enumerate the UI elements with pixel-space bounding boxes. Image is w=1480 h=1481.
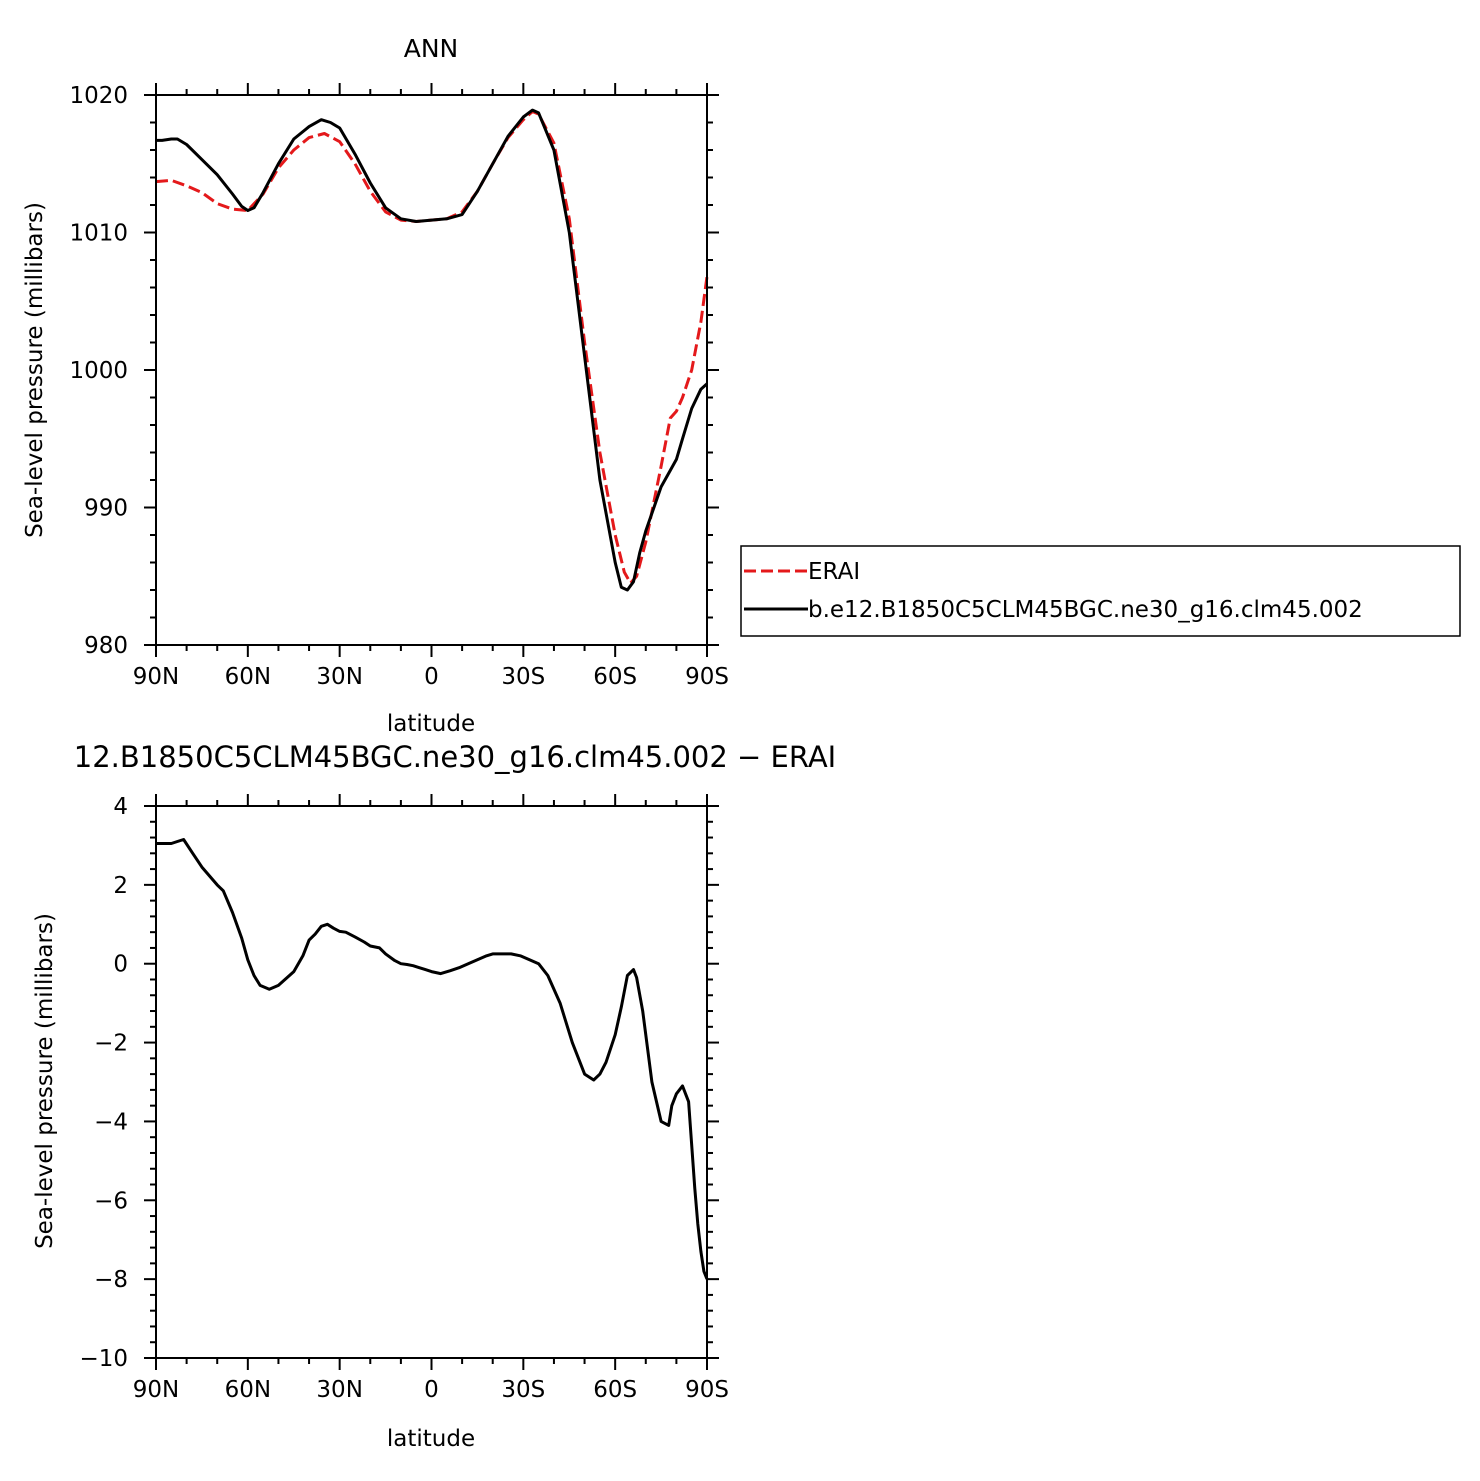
top-series [155,108,709,592]
bottom-x-tick-label: 60N [225,1377,271,1403]
top-x-axis-label: latitude [387,711,475,737]
bottom-series-line-0 [156,838,709,1280]
panel-bottom: 12.B1850C5CLM45BGC.ne30_g16.clm45.002 − … [32,740,836,1452]
top-ticks: 90N 60N 30N 0 30S 60S 90S 980 990 1000 1010 1020 [69,83,729,690]
bottom-x-tick-label: 90N [133,1377,179,1403]
top-x-tick-label: 30S [501,664,545,690]
bottom-ticks: 90N 60N 30N 0 30S 60S 90S −10 −8 −6 −4 −2 0 2 4 [79,794,729,1403]
top-y-tick-label: 1000 [69,358,128,384]
bottom-x-tick-label: 30S [501,1377,545,1403]
top-x-tick-label: 90N [133,664,179,690]
top-y-tick-label: 990 [84,496,128,522]
top-x-tick-label: 90S [685,664,729,690]
legend-label-erai: ERAI [808,559,860,585]
bottom-chart-title: 12.B1850C5CLM45BGC.ne30_g16.clm45.002 − … [74,740,836,774]
top-chart-title: ANN [404,34,459,63]
bottom-plot-frame [155,805,708,1359]
bottom-y-axis-label: Sea-level pressure (millibars) [32,913,58,1249]
legend: ERAI b.e12.B1850C5CLM45BGC.ne30_g16.clm4… [740,545,1461,637]
bottom-y-tick-label: −2 [94,1031,128,1057]
bottom-x-tick-label: 30N [316,1377,362,1403]
top-x-tick-label: 30N [316,664,362,690]
top-y-tick-label: 1010 [69,221,128,247]
top-y-tick-label: 980 [84,633,128,659]
bottom-y-tick-label: −10 [79,1346,128,1372]
bottom-y-tick-label: −4 [94,1109,128,1135]
bottom-y-tick-label: −8 [94,1267,128,1293]
bottom-x-tick-label: 0 [424,1377,439,1403]
top-series-line-1 [156,108,708,592]
bottom-x-axis-label: latitude [387,1426,475,1452]
bottom-y-tick-label: 2 [113,873,128,899]
bottom-series [156,838,709,1280]
bottom-x-tick-label: 90S [685,1377,729,1403]
bottom-y-tick-label: −6 [94,1188,128,1214]
top-series-line-0 [155,110,709,585]
top-x-tick-label: 60S [593,664,637,690]
bottom-y-tick-label: 0 [113,952,128,978]
top-plot-frame [155,94,708,646]
legend-label-model: b.e12.B1850C5CLM45BGC.ne30_g16.clm45.002 [808,597,1363,623]
panel-top: ANN Sea-level pressure (millibars) latit… [22,34,729,737]
bottom-y-tick-label: 4 [113,794,128,820]
top-y-axis-label: Sea-level pressure (millibars) [22,202,48,538]
top-y-tick-label: 1020 [69,83,128,109]
bottom-x-tick-label: 60S [593,1377,637,1403]
legend-box [740,545,1461,637]
top-x-tick-label: 60N [225,664,271,690]
top-x-tick-label: 0 [424,664,439,690]
